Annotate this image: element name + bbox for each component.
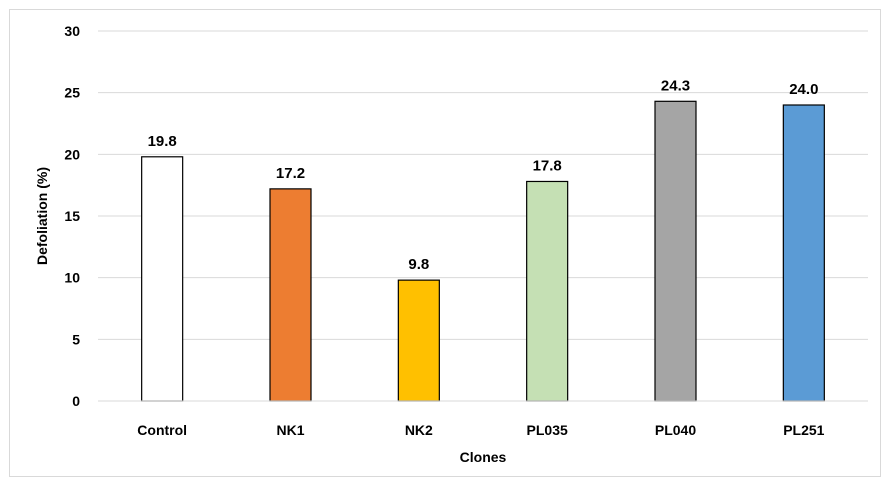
bar-nk2 (397, 279, 440, 402)
x-tick-label-nk2: NK2 (405, 422, 433, 438)
y-tick-label: 30 (64, 23, 80, 39)
x-tick-label-control: Control (137, 422, 187, 438)
x-tick-label-pl035: PL035 (527, 422, 568, 438)
y-tick-label: 0 (72, 393, 80, 409)
y-tick-label: 15 (64, 208, 80, 224)
bars (141, 100, 825, 402)
x-axis-title: Clones (460, 449, 507, 465)
bar-pl251 (782, 104, 825, 402)
y-tick-labels: 0 5 10 15 20 25 30 (64, 23, 80, 409)
y-tick-label: 5 (72, 331, 80, 347)
bar-control (141, 156, 184, 402)
x-tick-labels: Control NK1 NK2 PL035 PL040 PL251 (137, 422, 824, 438)
x-tick-label-nk1: NK1 (276, 422, 304, 438)
data-label-control: 19.8 (148, 133, 177, 150)
y-tick-label: 20 (64, 146, 80, 162)
x-tick-label-pl040: PL040 (655, 422, 696, 438)
gridlines (98, 30, 868, 340)
data-label-pl251: 24.0 (789, 81, 818, 98)
data-label-pl040: 24.3 (661, 77, 690, 94)
y-tick-label: 25 (64, 85, 80, 101)
data-label-pl035: 17.8 (533, 157, 562, 174)
y-axis-title: Defoliation (%) (34, 167, 50, 265)
y-tick-label: 10 (64, 270, 80, 286)
bar-pl040 (654, 100, 697, 402)
data-label-nk1: 17.2 (276, 165, 305, 182)
bar-nk1 (269, 188, 312, 402)
data-labels: 19.8 17.2 9.8 17.8 24.3 24.0 (148, 77, 819, 273)
data-label-nk2: 9.8 (408, 256, 429, 273)
bar-pl035 (526, 180, 569, 402)
x-tick-label-pl251: PL251 (783, 422, 824, 438)
